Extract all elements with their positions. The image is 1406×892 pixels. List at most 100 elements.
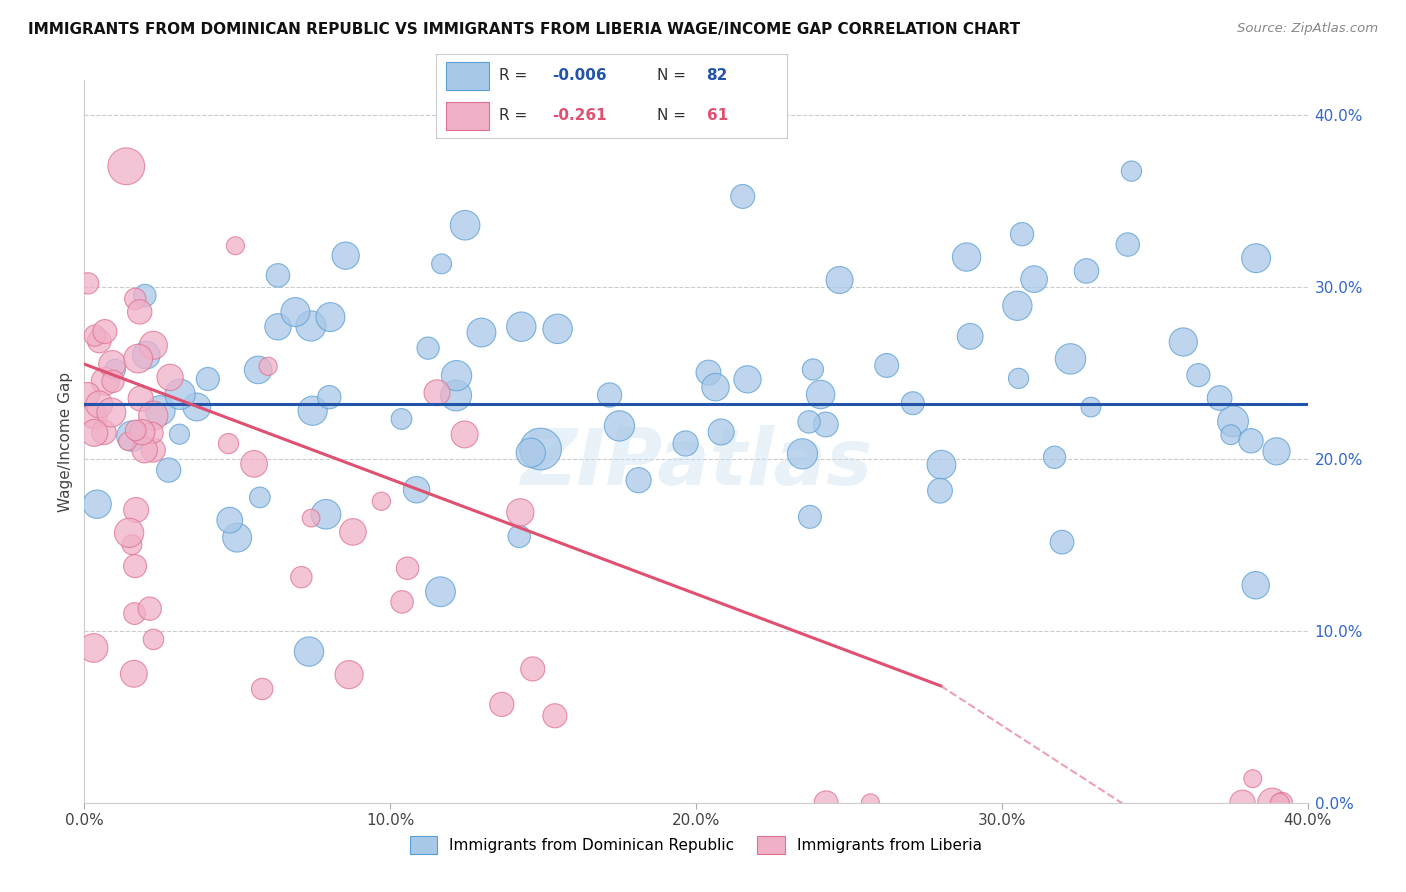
Point — [83, 425, 105, 440]
Point — [1187, 368, 1209, 383]
Point — [125, 503, 148, 517]
Point — [218, 513, 240, 527]
Point — [1271, 796, 1294, 810]
Point — [224, 238, 246, 252]
Point — [77, 277, 100, 291]
Text: N =: N = — [658, 68, 692, 83]
Point — [129, 392, 152, 406]
Text: R =: R = — [499, 108, 537, 123]
Point — [396, 561, 419, 575]
Point — [135, 348, 157, 362]
Point — [101, 375, 124, 389]
Point — [508, 529, 530, 543]
Point — [197, 372, 219, 386]
Point — [134, 288, 156, 302]
Point — [710, 425, 733, 439]
Point — [89, 397, 111, 411]
Point — [299, 318, 322, 333]
Point — [901, 396, 924, 410]
Point — [599, 388, 621, 402]
Point — [470, 326, 492, 340]
Point — [1050, 535, 1073, 549]
Point — [1244, 578, 1267, 592]
Point — [250, 681, 273, 696]
Point — [257, 359, 280, 374]
Point — [142, 632, 165, 647]
Point — [124, 559, 146, 574]
Point — [799, 509, 821, 524]
Legend: Immigrants from Dominican Republic, Immigrants from Liberia: Immigrants from Dominican Republic, Immi… — [404, 830, 988, 860]
Point — [76, 387, 98, 401]
Point — [959, 329, 981, 343]
Point — [89, 334, 111, 348]
Point — [142, 409, 165, 423]
Point — [299, 511, 322, 525]
Point — [169, 387, 191, 401]
Point — [522, 662, 544, 676]
Point — [405, 483, 427, 497]
Point — [149, 403, 172, 417]
Point — [301, 403, 323, 417]
Point — [83, 409, 105, 423]
Text: R =: R = — [499, 68, 533, 83]
Text: 82: 82 — [707, 68, 728, 83]
Point — [115, 159, 138, 173]
Point — [1011, 227, 1033, 242]
Point — [426, 385, 449, 400]
Point — [529, 442, 551, 456]
Point — [104, 362, 127, 376]
Point — [83, 328, 105, 343]
Point — [1241, 772, 1264, 786]
Point — [249, 491, 271, 505]
Text: -0.261: -0.261 — [551, 108, 606, 123]
Point — [1219, 427, 1241, 442]
Point — [131, 425, 153, 440]
Point — [697, 366, 720, 380]
Text: IMMIGRANTS FROM DOMINICAN REPUBLIC VS IMMIGRANTS FROM LIBERIA WAGE/INCOME GAP CO: IMMIGRANTS FROM DOMINICAN REPUBLIC VS IM… — [28, 22, 1021, 37]
Point — [1121, 164, 1143, 178]
Point — [1208, 391, 1230, 405]
Point — [446, 368, 468, 383]
Point — [1173, 334, 1195, 349]
Point — [337, 667, 360, 681]
Point — [124, 607, 146, 621]
Text: 61: 61 — [707, 108, 728, 123]
Point — [335, 249, 357, 263]
Point — [319, 310, 342, 324]
Point — [315, 508, 337, 522]
Point — [1059, 351, 1081, 366]
Point — [1007, 299, 1029, 313]
Point — [931, 458, 953, 472]
Point — [134, 443, 156, 458]
Point — [1265, 444, 1288, 458]
Point — [391, 412, 413, 426]
Point — [1232, 796, 1254, 810]
Text: ZIPatlas: ZIPatlas — [520, 425, 872, 501]
Point — [509, 505, 531, 519]
Point — [1154, 56, 1177, 70]
Point — [267, 319, 290, 334]
Point — [122, 666, 145, 681]
Text: Source: ZipAtlas.com: Source: ZipAtlas.com — [1237, 22, 1378, 36]
Point — [157, 463, 180, 477]
Point — [284, 305, 307, 319]
Point — [391, 595, 413, 609]
Point — [169, 427, 191, 442]
Point — [1244, 251, 1267, 265]
Point — [828, 273, 851, 287]
Y-axis label: Wage/Income Gap: Wage/Income Gap — [58, 371, 73, 512]
Point — [814, 417, 837, 432]
Point — [876, 359, 898, 373]
Point — [342, 524, 364, 539]
Point — [444, 388, 467, 402]
Point — [100, 405, 122, 419]
Point — [1116, 237, 1139, 252]
FancyBboxPatch shape — [447, 102, 489, 130]
Point — [125, 424, 148, 438]
Point — [247, 363, 270, 377]
Point — [117, 434, 139, 449]
Point — [453, 427, 475, 442]
Point — [142, 443, 165, 458]
Point — [94, 325, 117, 339]
Point — [298, 644, 321, 658]
